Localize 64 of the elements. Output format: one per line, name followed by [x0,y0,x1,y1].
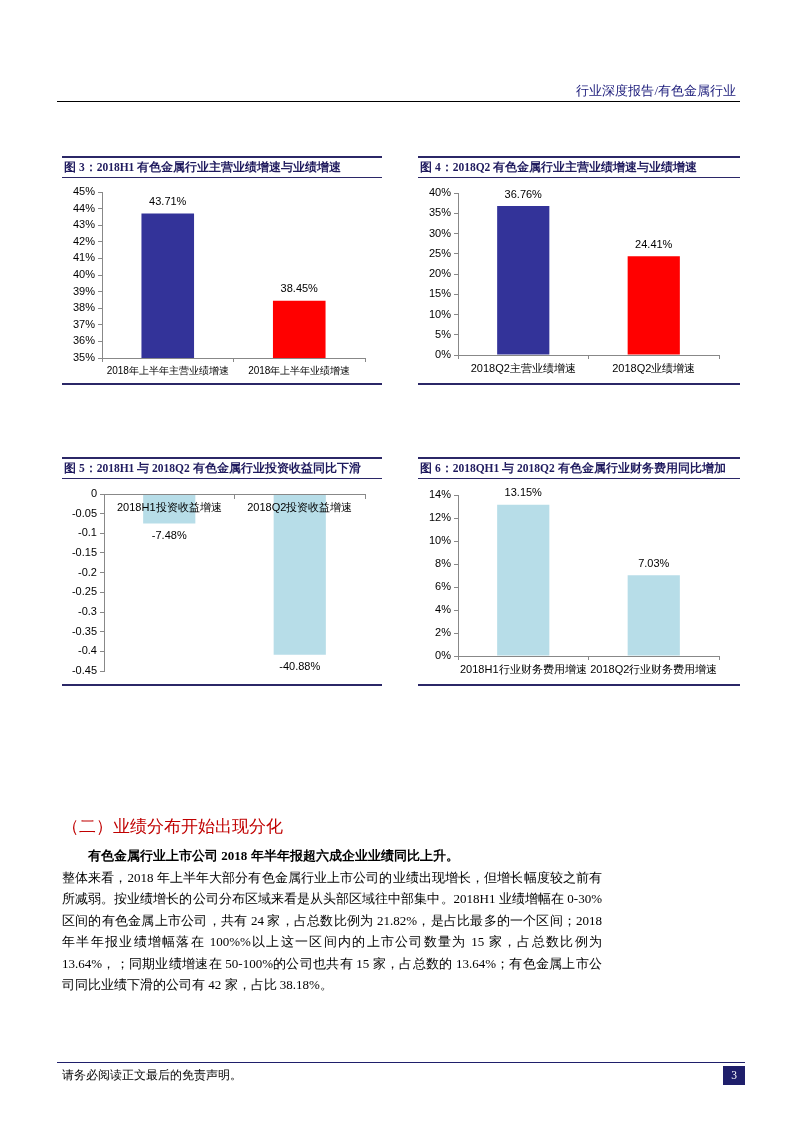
y-tick-label: -0.15 [71,546,97,559]
y-tick-label: 0 [90,487,97,500]
x-tick-label: 2018Q2主营业绩增速 [470,361,576,374]
y-tick-label: -0.05 [71,506,97,519]
y-tick-label: 15% [428,287,452,300]
y-tick-label: 2% [435,626,452,639]
chart-title: 图 6：2018QH1 与 2018Q2 有色金属行业财务费用同比增加 [418,457,740,479]
x-tick-label: 2018Q2行业财务费用增速 [590,662,718,675]
data-label: 36.76% [504,187,543,200]
y-tick-label: 42% [72,234,96,247]
x-tick-label: 2018年上半年主营业绩增速 [106,364,229,376]
text: （二）业绩分布开始出现分化 [62,816,283,838]
data-label: 24.41% [635,237,673,250]
y-tick-label: 36% [72,334,96,347]
y-tick-label: 41% [72,251,96,264]
y-tick-label: 37% [72,317,96,330]
y-tick-label: 0% [435,649,452,662]
data-label: 13.15% [504,486,543,499]
y-tick-label: 40% [428,186,452,199]
y-tick-label: -0.2 [78,565,97,578]
y-tick-label: 5% [435,327,452,340]
y-tick-label: -0.35 [71,624,97,637]
y-tick-label: 4% [435,603,452,616]
x-tick-label: 2018Q2投资收益增速 [247,500,353,513]
y-tick-label: 6% [435,580,452,593]
y-tick-label: -0.3 [78,605,97,618]
y-tick-label: -0.1 [78,526,97,539]
x-tick-label: 2018Q2业绩增速 [612,361,696,374]
y-tick-label: 0% [435,348,452,361]
y-tick-label: 35% [428,206,452,219]
y-tick-label: -0.25 [71,585,97,598]
y-tick-label: -0.45 [71,664,97,677]
y-tick-label: 10% [428,307,452,320]
text: 整体来看，2018 年上半年大部分有色金属行业上市公司的业绩出现增长，但增长幅度较之前有所减弱。按业绩增长的公司分布区域来看是从头部区域往中部集中。2018H1 业绩增幅在 0-30%区间的有色金属上市公司，共有 24 家，占总数比例为 21.82%，是占比最多的一个区间；2018 年半年报业绩增幅落在 100%%以上这一区间内的上市公司数量为 15 家，占总数比例为 13.64%，；同期业绩增速在 50-100%的公司也共有 15 家，占总数的 13.64%；有色金属上市公司同比业绩下滑的公司有 42 家，占比 38.18%。 [62,868,602,994]
y-tick-label: 8% [435,557,452,570]
y-tick-label: 30% [428,226,452,239]
y-tick-label: -0.4 [78,644,97,657]
y-tick-label: 14% [428,488,452,501]
y-tick-label: 39% [72,284,96,297]
x-tick-label: 2018年上半年业绩增速 [248,364,351,376]
text: 行业深度报告/有色金属行业 [576,82,736,100]
y-tick-label: 10% [428,534,452,547]
chart-title: 图 5：2018H1 与 2018Q2 有色金属行业投资收益同比下滑 [62,457,382,479]
data-label: 43.71% [149,194,187,207]
y-tick-label: 38% [72,301,96,314]
text: 请务必阅读正文最后的免责声明。 [62,1068,242,1083]
y-tick-label: 43% [72,218,96,231]
data-label: -7.48% [151,528,187,541]
y-tick-label: 12% [428,511,452,524]
chart-title: 图 4：2018Q2 有色金属行业主营业绩增速与业绩增速 [418,156,740,178]
y-tick-label: 20% [428,267,452,280]
y-tick-label: 44% [72,201,96,214]
text: 有色金属行业上市公司 2018 年半年报超六成企业业绩同比上升。 [87,847,460,865]
text: 3 [723,1066,745,1085]
x-tick-label: 2018H1投资收益增速 [116,500,222,513]
data-label: 38.45% [280,282,319,295]
data-label: -40.88% [279,660,321,673]
chart-title: 图 3：2018H1 有色金属行业主营业绩增速与业绩增速 [62,156,382,178]
y-tick-label: 45% [72,185,96,198]
y-tick-label: 35% [72,351,96,364]
x-tick-label: 2018H1行业财务费用增速 [459,662,587,675]
data-label: 7.03% [638,556,670,569]
y-tick-label: 40% [72,268,96,281]
y-tick-label: 25% [428,246,452,259]
